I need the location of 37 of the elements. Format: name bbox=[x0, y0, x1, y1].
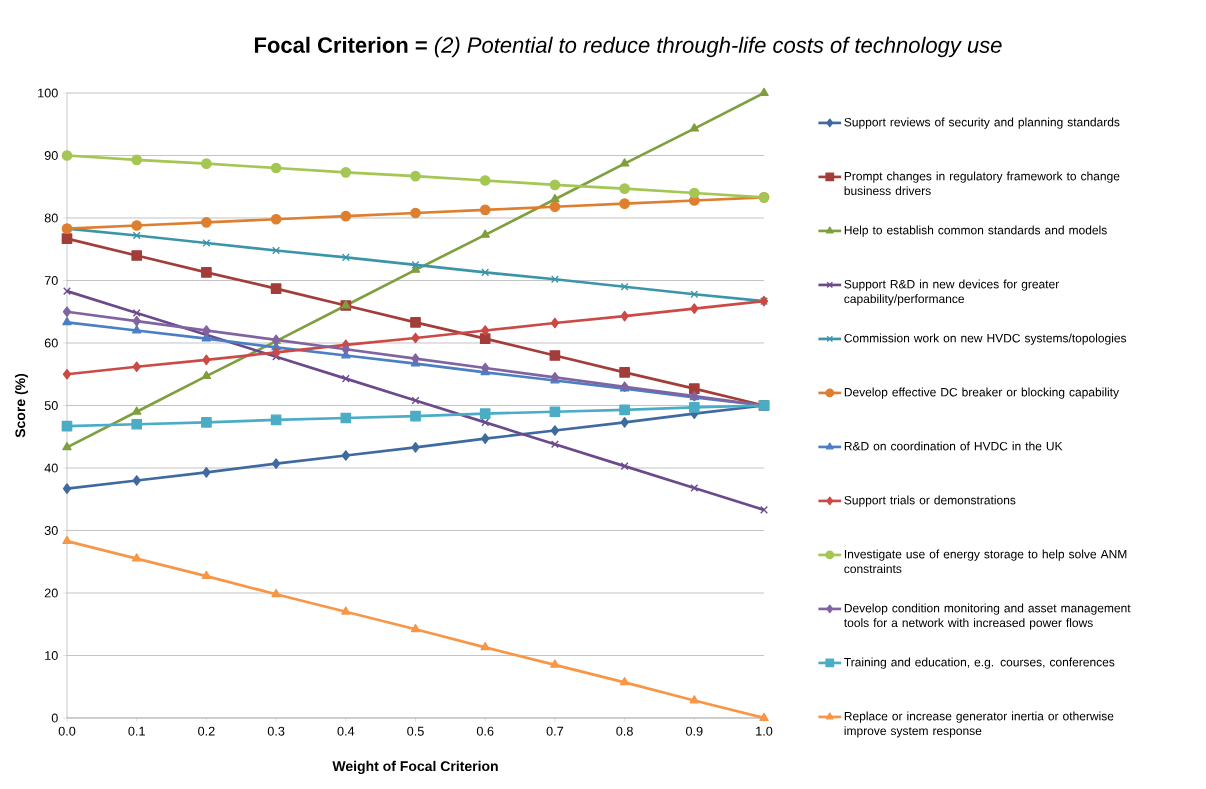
y-tick-label: 60 bbox=[44, 338, 58, 348]
x-tick-label: 0.2 bbox=[198, 726, 215, 736]
x-tick-label: 0.7 bbox=[546, 726, 564, 736]
y-tick-label: 80 bbox=[44, 213, 58, 223]
legend-label: Support R&D in new devices for greater capability/performance bbox=[844, 279, 1060, 306]
x-tick-label: 0.6 bbox=[476, 726, 494, 736]
legend-label: Training and education, e.g. courses, conferences bbox=[844, 657, 1115, 669]
y-tick-label: 90 bbox=[44, 151, 58, 160]
legend-label: Prompt changes in regulatory framework to change business drivers bbox=[844, 171, 1120, 196]
x-tick-label: 0.0 bbox=[58, 726, 76, 736]
legend-label: Investigate use of energy storage to help solve ANM constraints bbox=[844, 549, 1127, 574]
y-tick-label: 70 bbox=[44, 276, 58, 285]
x-tick-label: 1.0 bbox=[756, 726, 773, 736]
y-tick-label: 100 bbox=[38, 88, 58, 98]
x-axis-title: Weight of Focal Criterion bbox=[332, 760, 498, 774]
legend-label: Develop effective DC breaker or blocking capability bbox=[844, 387, 1119, 399]
x-tick-label: 0.8 bbox=[616, 726, 633, 736]
x-tick-label: 0.4 bbox=[337, 726, 355, 736]
legend-label: Replace or increase generator inertia or otherwise improve system response bbox=[844, 711, 1114, 738]
y-axis-title: Score (%) bbox=[14, 373, 28, 438]
y-tick-label: 10 bbox=[45, 651, 58, 660]
x-tick-label: 0.9 bbox=[686, 726, 703, 736]
y-tick-label: 20 bbox=[44, 588, 58, 598]
y-tick-label: 40 bbox=[44, 463, 58, 473]
legend-label: Help to establish common standards and models bbox=[844, 225, 1107, 237]
legend-label: Support reviews of security and planning standards bbox=[844, 117, 1120, 129]
legend-label: Support trials or demonstrations bbox=[844, 495, 1016, 507]
x-tick-label: 0.3 bbox=[267, 726, 285, 736]
chart-title: Focal Criterion = (2) Potential to reduce through-life costs of technology use bbox=[254, 36, 1002, 58]
y-tick-label: 0 bbox=[51, 713, 58, 723]
legend-label: Commission work on new HVDC systems/topologies bbox=[844, 333, 1127, 345]
y-tick-label: 30 bbox=[44, 526, 58, 535]
x-tick-label: 0.1 bbox=[128, 726, 145, 736]
x-tick-label: 0.5 bbox=[407, 726, 424, 736]
legend-label: R&D on coordination of HVDC in the UK bbox=[844, 441, 1063, 451]
legend-label: Develop condition monitoring and asset management tools for a network with increased power flows bbox=[844, 603, 1131, 630]
y-tick-label: 50 bbox=[44, 401, 58, 410]
